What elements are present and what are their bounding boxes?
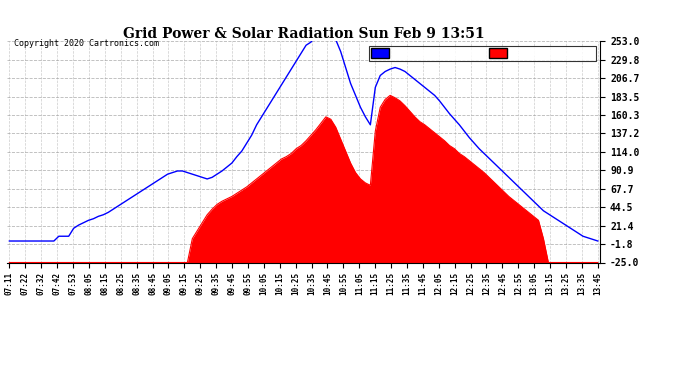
Legend: Radiation (w/m2), Grid (AC Watts): Radiation (w/m2), Grid (AC Watts)	[368, 46, 595, 61]
Text: Copyright 2020 Cartronics.com: Copyright 2020 Cartronics.com	[14, 39, 159, 48]
Title: Grid Power & Solar Radiation Sun Feb 9 13:51: Grid Power & Solar Radiation Sun Feb 9 1…	[123, 27, 484, 41]
